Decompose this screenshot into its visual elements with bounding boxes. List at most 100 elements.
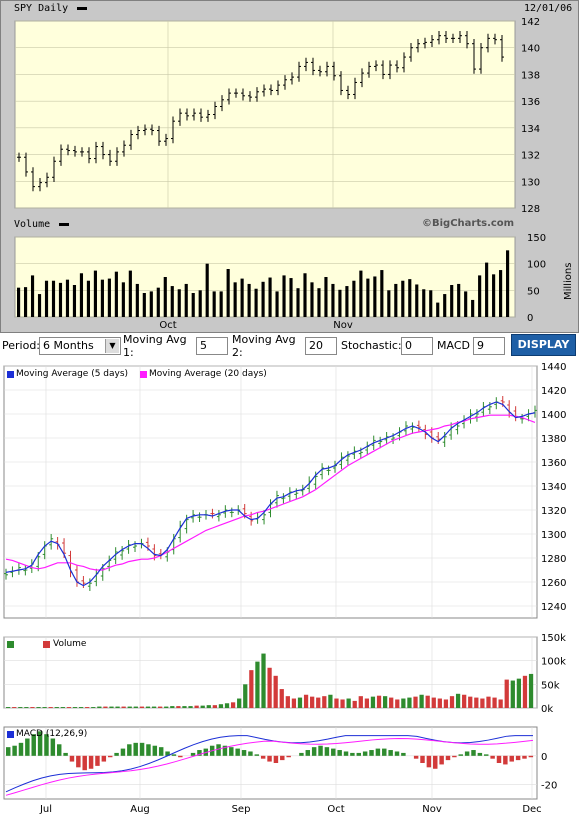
main-volume-bar [36,707,41,708]
volume-bar [415,284,419,317]
volume-bar [345,286,349,317]
main-price-tick-label: 1320 [541,506,566,517]
main-volume-bar [12,707,17,708]
macd-histogram-bar [37,731,43,756]
macd-histogram-bar [369,750,374,756]
main-volume-bar [462,694,467,708]
volume-tick-label: 50 [527,286,540,297]
main-volume-bar [504,679,509,708]
price-tick-label: 140 [521,44,540,55]
ma2-input[interactable]: 20 [305,337,337,355]
main-volume-tick-label: 0k [541,704,553,715]
volume-bar [170,286,174,317]
stochastic-input[interactable]: 0 [401,337,433,355]
main-volume-bar [358,696,363,708]
macd-histogram-bar [76,755,81,768]
macd-input[interactable]: 9 [473,337,505,355]
main-price-tick-label: 1360 [541,458,566,469]
macd-histogram-bar [490,755,495,759]
macd-histogram-bar [433,755,438,769]
main-volume-tick-label: 50k [541,680,560,691]
macd-histogram-bar [241,750,247,756]
macd-histogram-bar [471,750,476,756]
macd-histogram-bar [522,755,527,759]
macd-histogram-bar [44,734,49,756]
volume-bar [205,263,209,317]
macd-histogram-bar [509,755,514,762]
main-volume-bar [297,697,303,708]
main-volume-bar [224,703,230,708]
chevron-down-icon[interactable]: ▼ [105,339,119,353]
period-label: Period: [2,339,41,352]
ma2-label-line2: 2: [232,346,243,359]
macd-histogram-bar [394,751,400,756]
macd-histogram-bar [235,748,240,756]
watermark: ©BigCharts.com [422,218,515,229]
main-price-tick-label: 1340 [541,482,566,493]
ma1-input[interactable]: 5 [196,337,228,355]
ma1-label-line2: 1: [123,346,134,359]
main-volume-bar [194,705,199,708]
main-volume-bar [303,694,309,708]
main-volume-bar [492,697,497,708]
main-volume-bar [528,673,534,708]
macd-histogram-bar [305,750,311,756]
volume-bar [373,276,377,317]
macd-histogram-bar [464,751,470,756]
volume-bar [331,283,335,317]
main-volume-bar [127,706,132,708]
symbol-text: SPY Daily [14,3,69,14]
macd-legend-swatch [7,731,14,738]
macd-signal-line [5,738,534,796]
main-volume-bar [419,694,424,708]
volume-bar [282,275,286,317]
main-volume-bar [6,707,11,708]
volume-bar [23,287,28,317]
volume-bar [443,294,447,317]
main-volume-bar [60,707,65,708]
macd-histogram-bar [343,751,349,756]
macd-histogram-bar [311,747,317,756]
volume-bar [352,280,356,317]
display-button[interactable]: DISPLAY [511,334,576,356]
macd-histogram-bar [6,747,11,756]
main-volume-bar [188,706,193,708]
volume-bar [338,289,342,317]
macd-histogram-bar [420,755,425,763]
macd-histogram-bar [178,755,183,758]
macd-histogram-bar [324,747,330,756]
symbol-label: SPY Daily [14,3,88,14]
volume-bar [219,291,223,317]
volume-bar [65,279,70,317]
macd-histogram-bar [120,748,126,756]
volume-bar [58,282,63,317]
volume-bar [177,289,181,317]
volume-bar [51,280,56,317]
macd-histogram-bar [452,755,457,758]
main-volume-label: Volume [53,639,87,649]
macd-tick-label: 0 [541,752,547,763]
main-volume-bar [139,706,145,708]
price-plot-bg [14,20,516,209]
main-volume-bar [48,707,53,708]
macd-histogram-bar [267,755,272,762]
ma5-line [5,401,536,587]
macd-histogram-bar [31,734,36,756]
volume-bar [499,270,503,317]
volume-bar [128,270,132,317]
macd-histogram-bar [528,755,534,758]
macd-histogram-bar [254,754,260,756]
macd-histogram-bar [171,754,177,756]
macd-tick-label: -20 [541,781,557,792]
macd-histogram-bar [127,744,132,756]
macd-histogram-bar [101,755,107,762]
main-volume-bar [164,706,169,708]
volume-bar [135,283,139,317]
volume-bar [268,277,272,317]
main-price-tick-label: 1240 [541,602,566,613]
period-select[interactable]: 6 Months ▼ [39,337,121,355]
volume-bar [121,282,125,317]
main-price-tick-label: 1300 [541,530,566,541]
macd-histogram-bar [477,752,483,756]
volume-bar [163,277,167,317]
